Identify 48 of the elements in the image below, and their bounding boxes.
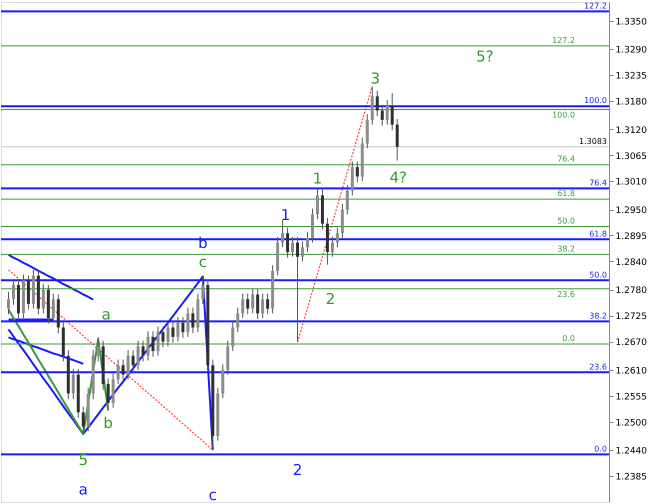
y-tick-label: 1.2440 <box>616 446 648 457</box>
annotation: b <box>103 414 113 432</box>
annotation: 100.0 <box>584 96 607 106</box>
y-tick-label: 1.2950 <box>616 206 648 216</box>
annotation: c <box>198 252 207 271</box>
annotation: 0.0 <box>562 334 575 343</box>
annotation: 76.4 <box>557 154 575 164</box>
y-tick-label: 1.2895 <box>616 232 647 242</box>
annotation: 127.2 <box>552 36 575 45</box>
annotation: 23.6 <box>557 290 575 299</box>
annotation: 2 <box>292 460 302 479</box>
annotation: c <box>208 486 217 504</box>
annotation: 4? <box>389 168 407 186</box>
annotation: 76.4 <box>589 178 607 188</box>
annotation: 1 <box>312 169 322 188</box>
annotation: 61.8 <box>589 229 607 238</box>
y-tick-label: 1.3065 <box>616 152 647 162</box>
y-tick-label: 1.2610 <box>616 366 648 376</box>
y-tick-label: 1.2385 <box>616 472 647 483</box>
y-tick-label: 1.2725 <box>616 312 647 322</box>
y-tick-label: 1.2670 <box>616 338 648 348</box>
annotation: 3 <box>370 69 380 88</box>
annotation: 5 <box>78 451 88 470</box>
y-tick-label: 1.2555 <box>616 392 647 402</box>
y-tick-label: 1.2840 <box>616 258 648 268</box>
annotation: 5? <box>476 48 494 66</box>
y-tick-label: 1.3180 <box>616 98 648 108</box>
annotation: 2 <box>326 290 336 308</box>
annotation: 38.2 <box>557 244 575 254</box>
annotation: 0.0 <box>594 444 607 454</box>
y-tick-label: 1.3120 <box>616 126 648 136</box>
annotation: 127.2 <box>584 1 607 10</box>
y-tick-label: 1.3235 <box>616 72 647 82</box>
annotation: a <box>78 480 88 499</box>
annotation: 1 <box>280 206 290 224</box>
y-tick-label: 1.3010 <box>616 178 648 188</box>
y-tick-label: 1.3290 <box>616 46 648 56</box>
annotation: 23.6 <box>589 362 607 372</box>
annotation: a <box>102 305 111 324</box>
ref-line-label: 1.3083 <box>579 136 607 146</box>
annotation: 50.0 <box>557 216 575 226</box>
y-tick-label: 1.2780 <box>616 286 648 296</box>
annotation: 50.0 <box>589 270 607 280</box>
annotation: 38.2 <box>589 311 607 320</box>
y-tick-label: 1.2500 <box>616 418 648 428</box>
annotation: 100.0 <box>552 110 575 120</box>
y-tick-label: 1.3350 <box>616 17 648 28</box>
annotation: 61.8 <box>557 189 575 198</box>
